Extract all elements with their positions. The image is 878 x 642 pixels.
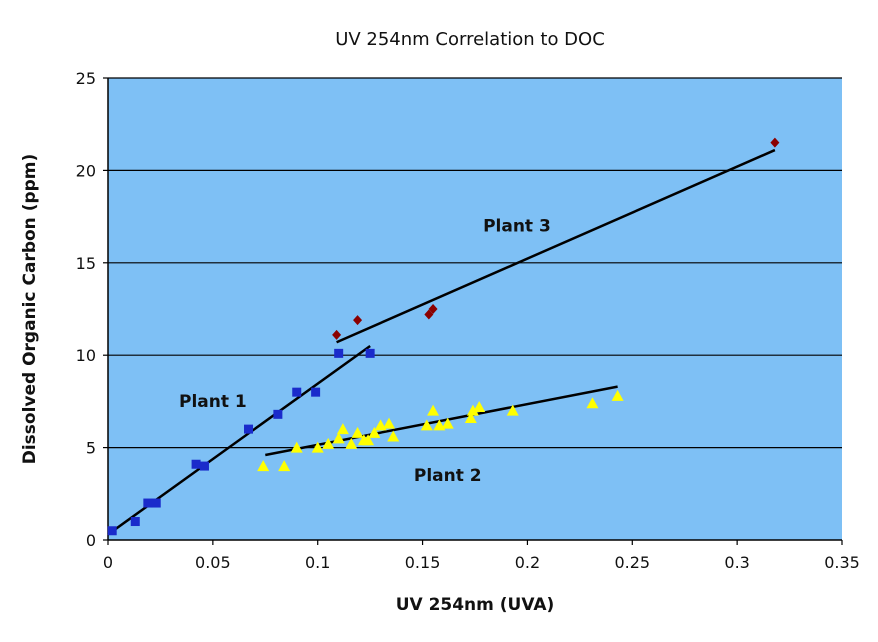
point-plant-2	[473, 400, 486, 412]
point-plant-2	[506, 404, 519, 416]
point-plant-2	[586, 397, 599, 409]
x-tick-label: 0.1	[305, 553, 330, 572]
point-plant-3	[428, 304, 438, 314]
point-plant-2	[383, 417, 396, 429]
y-tick-label: 20	[76, 161, 96, 180]
point-plant-3	[770, 137, 780, 148]
point-plant-1	[151, 498, 161, 508]
x-tick-label: 0.25	[614, 553, 650, 572]
trendline-plant-3	[336, 148, 776, 344]
y-tick-label: 5	[86, 439, 96, 458]
y-tick-label: 25	[76, 69, 96, 88]
point-plant-2	[466, 404, 479, 416]
x-tick-label: 0	[103, 553, 113, 572]
point-plant-1	[292, 387, 302, 397]
label-plant-1: Plant 1	[179, 392, 247, 412]
point-plant-2	[345, 437, 358, 449]
point-plant-2	[290, 441, 303, 453]
point-plant-2	[322, 437, 335, 449]
x-tick-label: 0.15	[405, 553, 441, 572]
series-annotations: Plant 1 Plant 2 Plant 3	[179, 216, 551, 485]
point-plant-2	[336, 423, 349, 435]
point-plant-1	[107, 526, 117, 536]
point-plant-2	[420, 419, 433, 431]
point-plant-1	[143, 498, 153, 508]
point-plant-2	[311, 441, 324, 453]
x-tick-label: 0.05	[195, 553, 231, 572]
point-plant-3	[424, 309, 434, 320]
point-plant-1	[311, 387, 321, 397]
point-plant-2	[351, 426, 364, 438]
point-plant-3	[353, 315, 363, 326]
trendline-plant-2	[265, 385, 618, 457]
data-points	[107, 137, 780, 536]
point-plant-2	[387, 430, 400, 442]
plot-area	[108, 78, 842, 540]
point-plant-1	[199, 461, 209, 471]
y-tick-label: 15	[76, 254, 96, 273]
point-plant-2	[257, 460, 270, 472]
point-plant-1	[191, 459, 201, 469]
point-plant-2	[464, 412, 477, 424]
point-plant-1	[365, 348, 375, 358]
point-plant-3	[332, 329, 342, 340]
y-tick-label: 10	[76, 346, 96, 365]
y-axis-title: Dissolved Organic Carbon (ppm)	[20, 154, 40, 465]
point-plant-2	[278, 460, 291, 472]
x-tick-label: 0.3	[724, 553, 749, 572]
point-plant-1	[273, 409, 283, 419]
label-plant-3: Plant 3	[483, 216, 551, 236]
point-plant-2	[427, 404, 440, 416]
axes	[103, 77, 843, 545]
point-plant-1	[130, 517, 140, 527]
point-plant-2	[611, 389, 624, 401]
point-plant-1	[244, 424, 254, 434]
point-plant-2	[441, 417, 454, 429]
point-plant-1	[334, 348, 344, 358]
x-tick-label: 0.2	[515, 553, 540, 572]
tick-labels: 0 5 10 15 20 25 0 0.05 0.1 0.15 0.2 0.25 0.3 0.35	[76, 69, 860, 572]
y-tick-label: 0	[86, 531, 96, 550]
x-axis-title: UV 254nm (UVA)	[396, 595, 555, 615]
point-plant-2	[332, 432, 345, 444]
point-plant-2	[362, 434, 375, 446]
point-plant-2	[368, 426, 381, 438]
x-tick-label: 0.35	[824, 553, 860, 572]
label-plant-2: Plant 2	[414, 466, 482, 486]
chart-title: UV 254nm Correlation to DOC	[335, 29, 605, 50]
